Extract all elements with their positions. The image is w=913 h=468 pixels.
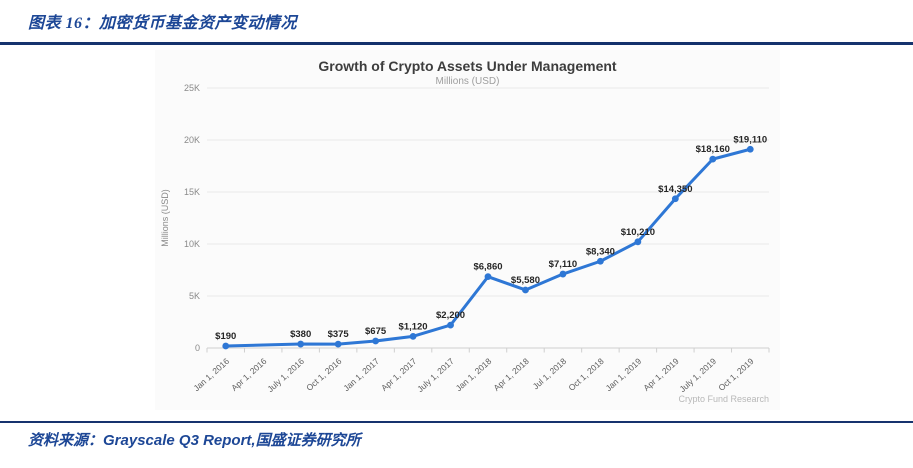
data-label: $18,160 bbox=[696, 144, 730, 155]
data-point bbox=[484, 273, 492, 281]
data-point bbox=[709, 155, 717, 163]
x-tick-label: Oct 1, 2018 bbox=[566, 356, 606, 393]
y-tick-label: 5K bbox=[189, 291, 200, 301]
x-tick-label: July 1, 2019 bbox=[677, 356, 718, 394]
data-label: $7,110 bbox=[549, 259, 578, 270]
x-tick-label: Jan 1, 2018 bbox=[454, 356, 494, 393]
data-label: $675 bbox=[365, 326, 387, 337]
chart-watermark: Crypto Fund Research bbox=[678, 394, 769, 404]
y-tick-label: 25K bbox=[184, 83, 200, 93]
data-point bbox=[372, 337, 379, 345]
chart-title: Growth of Crypto Assets Under Management bbox=[318, 58, 617, 74]
x-tick-label: Jul 1, 2018 bbox=[531, 356, 569, 391]
bottom-divider-rule bbox=[0, 421, 913, 423]
data-point bbox=[522, 286, 529, 294]
data-label: $14,350 bbox=[658, 184, 692, 195]
data-point bbox=[597, 257, 604, 265]
x-tick-label: July 1, 2016 bbox=[265, 356, 306, 394]
data-point bbox=[671, 195, 679, 203]
y-axis-title: Millions (USD) bbox=[160, 189, 170, 247]
x-tick-label: Oct 1, 2016 bbox=[304, 356, 344, 393]
figure-caption: 图表 16：加密货币基金资产变动情况 bbox=[28, 15, 298, 32]
data-point bbox=[559, 270, 567, 278]
data-label: $2,200 bbox=[436, 310, 465, 321]
data-label: $1,120 bbox=[399, 321, 428, 332]
data-label: $5,580 bbox=[511, 275, 540, 286]
top-divider-rule bbox=[0, 42, 913, 45]
data-label: $19,110 bbox=[733, 134, 767, 145]
data-line bbox=[224, 147, 752, 348]
y-tick-label: 20K bbox=[184, 135, 200, 145]
x-tick-label: Apr 1, 2019 bbox=[641, 356, 681, 393]
data-point bbox=[334, 340, 342, 348]
data-label: $190 bbox=[215, 331, 236, 342]
x-tick-label: Apr 1, 2017 bbox=[379, 356, 419, 393]
source-text: Grayscale Q3 Report,国盛证券研究所 bbox=[103, 432, 361, 449]
data-point bbox=[634, 238, 642, 246]
data-point bbox=[222, 342, 230, 350]
x-tick-label: July 1, 2017 bbox=[415, 356, 456, 394]
data-label: $6,860 bbox=[473, 262, 502, 273]
x-tick-label: Oct 1, 2019 bbox=[716, 356, 756, 393]
data-point bbox=[409, 332, 417, 340]
x-tick-label: Jan 1, 2016 bbox=[191, 356, 231, 393]
data-label: $375 bbox=[328, 329, 350, 340]
y-tick-label: 0 bbox=[195, 343, 200, 353]
x-tick-label: Apr 1, 2018 bbox=[491, 356, 531, 393]
chart-subtitle: Millions (USD) bbox=[435, 76, 500, 87]
data-point bbox=[447, 321, 454, 329]
data-label: $10,210 bbox=[621, 227, 655, 238]
x-tick-label: Apr 1, 2016 bbox=[229, 356, 269, 393]
data-point bbox=[746, 145, 754, 153]
x-tick-label: Jan 1, 2017 bbox=[341, 356, 381, 393]
y-tick-label: 15K bbox=[184, 187, 200, 197]
x-tick-label: Jan 1, 2019 bbox=[603, 356, 643, 393]
data-point bbox=[297, 340, 305, 348]
source-prefix: 资料来源： bbox=[28, 433, 104, 449]
chart-panel: Growth of Crypto Assets Under Management… bbox=[155, 50, 780, 410]
data-label: $8,340 bbox=[586, 246, 615, 257]
source-line: 资料来源：Grayscale Q3 Report,国盛证券研究所 bbox=[28, 429, 361, 450]
y-tick-label: 10K bbox=[184, 239, 200, 249]
data-label: $380 bbox=[290, 329, 311, 340]
